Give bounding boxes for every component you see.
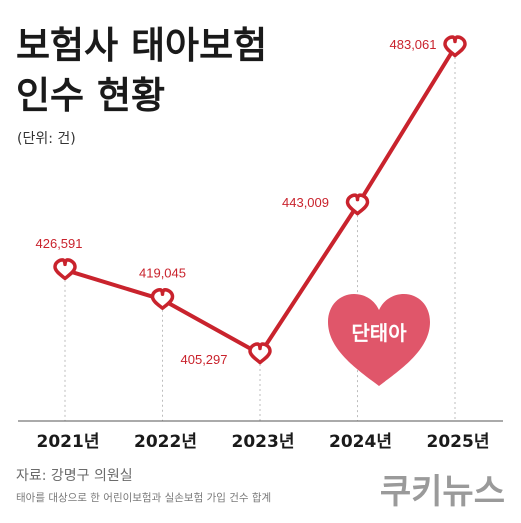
x-tick-label: 2024년 (329, 432, 392, 452)
x-tick-label: 2021년 (37, 432, 100, 452)
footnote-text: 태아를 대상으로 한 어린이보험과 실손보험 가입 건수 합계 (16, 491, 271, 504)
x-tick-label: 2022년 (134, 432, 197, 452)
heart-marker-icon (443, 35, 467, 58)
heart-marker-icon (248, 342, 272, 365)
data-label: 443,009 (282, 195, 329, 210)
data-label: 426,591 (36, 236, 83, 251)
heart-marker-icon (345, 193, 370, 216)
data-label: 405,297 (181, 352, 228, 367)
page-title-line2: 인수 현황 (16, 74, 165, 117)
x-tick-label: 2023년 (232, 432, 295, 452)
data-label: 419,045 (139, 266, 186, 281)
big-heart-icon (328, 294, 430, 386)
heart-marker-icon (150, 287, 175, 310)
source-text: 자료: 강명구 의원실 (16, 468, 133, 484)
grid-lines (64, 47, 456, 421)
heart-marker-icon (53, 258, 77, 281)
unit-label: (단위: 건) (17, 131, 76, 147)
publisher-logo: 쿠키뉴스 (380, 472, 505, 512)
data-label: 483,061 (390, 37, 437, 52)
page-title: 보험사 태아보험 (16, 24, 267, 67)
badge-label: 단태아 (351, 321, 407, 345)
x-tick-label: 2025년 (427, 432, 490, 452)
badge: 단태아 (328, 294, 430, 386)
